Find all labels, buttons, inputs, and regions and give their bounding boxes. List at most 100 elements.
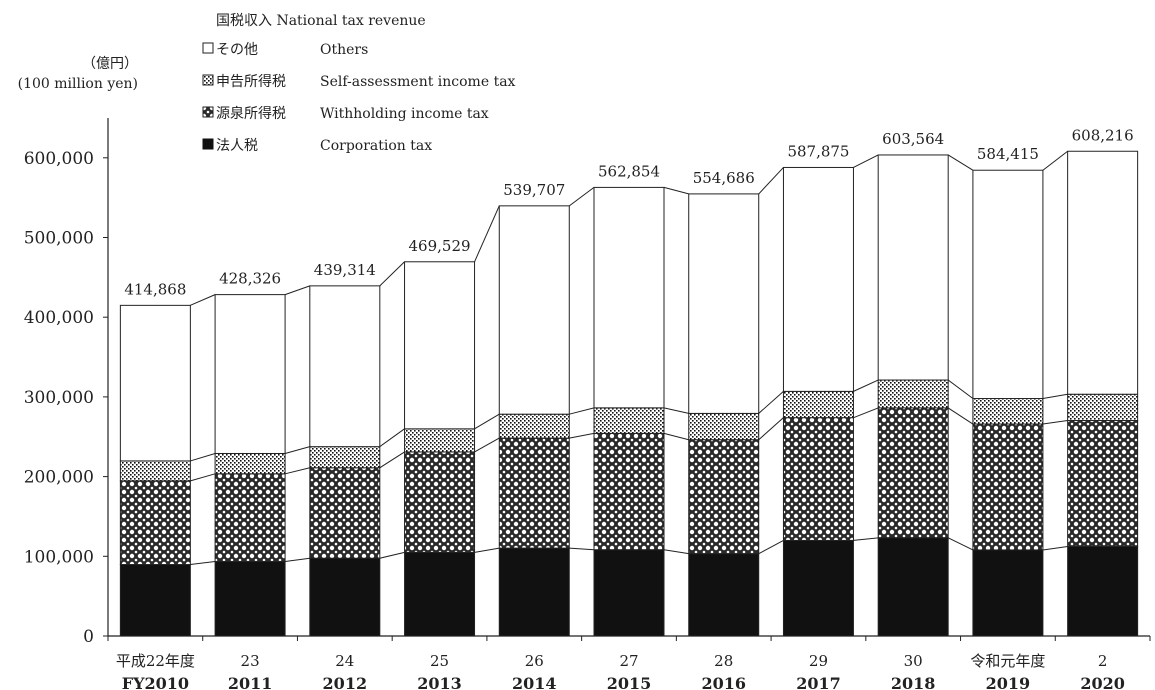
y-tick-label: 100,000 — [24, 547, 94, 567]
connector-line — [663, 549, 689, 555]
legend-label-corporation-en: Corporation tax — [320, 138, 432, 154]
legend-label-others-ja: その他 — [216, 42, 258, 58]
bar-segment — [688, 193, 760, 414]
connector-line — [474, 547, 500, 553]
x-tick-label-en: 2012 — [323, 674, 368, 690]
bar-segment — [972, 398, 1044, 425]
connector-line — [853, 537, 879, 541]
x-tick-label-ja: 平成22年度 — [116, 652, 195, 670]
connector-line — [663, 432, 689, 441]
bar-segment — [782, 390, 854, 419]
connector-line — [379, 551, 405, 559]
total-label: 439,314 — [314, 261, 376, 279]
bar-segment — [877, 154, 949, 381]
legend-label-withholding-en: Withholding income tax — [320, 106, 489, 122]
connector-line — [474, 437, 500, 453]
connector-line — [568, 187, 595, 207]
x-tick-label-en: 2018 — [891, 674, 936, 690]
total-label: 562,854 — [598, 162, 660, 180]
axes: 0 100,000 200,000 300,000 400,000 500,000 600,… — [24, 118, 1151, 690]
connector-line — [569, 407, 595, 415]
bars — [119, 150, 1139, 637]
connector-line — [379, 261, 405, 287]
x-tick-label-ja: 28 — [714, 652, 733, 670]
x-tick-label-ja: 26 — [525, 652, 544, 670]
connector-line — [853, 407, 879, 419]
connector-line — [663, 407, 689, 414]
connector-line — [190, 560, 216, 566]
x-tick-label-en: 2015 — [607, 674, 652, 690]
y-tick-label: 500,000 — [24, 229, 94, 249]
bar-segment — [688, 553, 760, 637]
connector-line — [190, 452, 216, 462]
x-tick-label-ja: 29 — [809, 652, 828, 670]
x-tick-label-en: 2011 — [228, 674, 273, 690]
legend-swatch-self-assessment — [202, 74, 214, 86]
y-unit-label-en: (100 million yen) — [18, 76, 138, 92]
bar-segment — [1067, 393, 1139, 422]
bar-segment — [214, 560, 286, 637]
connector-line — [853, 154, 879, 168]
bar-segment — [593, 549, 665, 637]
x-tick-label-ja: 24 — [335, 652, 354, 670]
total-label: 603,564 — [882, 130, 944, 148]
bar-segment — [119, 460, 191, 482]
connector-line — [758, 390, 784, 414]
connector-line — [474, 413, 500, 430]
legend-label-self-assessment-ja: 申告所得税 — [216, 73, 286, 90]
total-label: 608,216 — [1072, 126, 1134, 144]
y-unit-label-ja: （億円） — [82, 56, 138, 72]
connector-line — [947, 379, 974, 399]
bar-segment — [593, 186, 665, 409]
chart-title: 国税収入 National tax revenue — [216, 13, 426, 29]
bar-segment — [877, 537, 949, 637]
connector-line — [758, 167, 784, 195]
y-tick-label: 300,000 — [24, 388, 94, 408]
bar-segment — [688, 439, 760, 555]
x-tick-label-ja: 23 — [241, 652, 260, 670]
connector-line — [947, 537, 974, 551]
connector-line — [758, 417, 784, 441]
y-tick-label: 400,000 — [24, 308, 94, 328]
connector-line — [569, 432, 595, 439]
connector-line — [474, 205, 500, 262]
legend-label-self-assessment-en: Self-assessment income tax — [320, 74, 516, 90]
connector-line — [853, 379, 879, 392]
x-tick-label-ja: 27 — [619, 652, 638, 670]
connector-line — [284, 467, 310, 475]
total-label: 554,686 — [693, 169, 755, 187]
total-label: 414,868 — [124, 280, 186, 298]
bar-segment — [119, 304, 191, 462]
bar-segment — [498, 205, 570, 415]
x-tick-label-en: 2017 — [796, 674, 841, 690]
x-tick-label-en: 2016 — [701, 674, 746, 690]
connector-line — [1042, 393, 1068, 400]
total-label: 469,529 — [409, 237, 471, 255]
connector-line — [190, 473, 216, 482]
bar-segment — [972, 169, 1044, 400]
bar-segment — [309, 557, 381, 637]
x-tick-label-ja: 令和元年度 — [970, 652, 1045, 670]
bar-segment — [877, 407, 949, 539]
bar-segment — [119, 564, 191, 637]
bar-segment — [404, 261, 476, 430]
bar-segment — [214, 473, 286, 562]
bar-segment — [214, 294, 286, 454]
bar-segment — [1067, 420, 1139, 547]
legend-label-corporation-ja: 法人税 — [216, 138, 258, 154]
connector-line — [284, 285, 310, 296]
legend-label-withholding-ja: 源泉所得税 — [216, 105, 286, 122]
connector-line — [758, 539, 784, 555]
total-label: 428,326 — [219, 270, 281, 288]
x-tick-label-en: 2019 — [986, 674, 1031, 690]
y-tick-label: 0 — [83, 627, 94, 647]
x-tick-label-ja: 25 — [430, 652, 449, 670]
bar-segment — [593, 407, 665, 434]
x-tick-label-en: 2014 — [512, 674, 557, 690]
total-label: 584,415 — [977, 145, 1039, 163]
legend-label-others-en: Others — [320, 42, 368, 58]
legend-swatch-others — [202, 42, 214, 54]
connector-line — [947, 154, 974, 171]
bar-segment — [498, 413, 570, 439]
